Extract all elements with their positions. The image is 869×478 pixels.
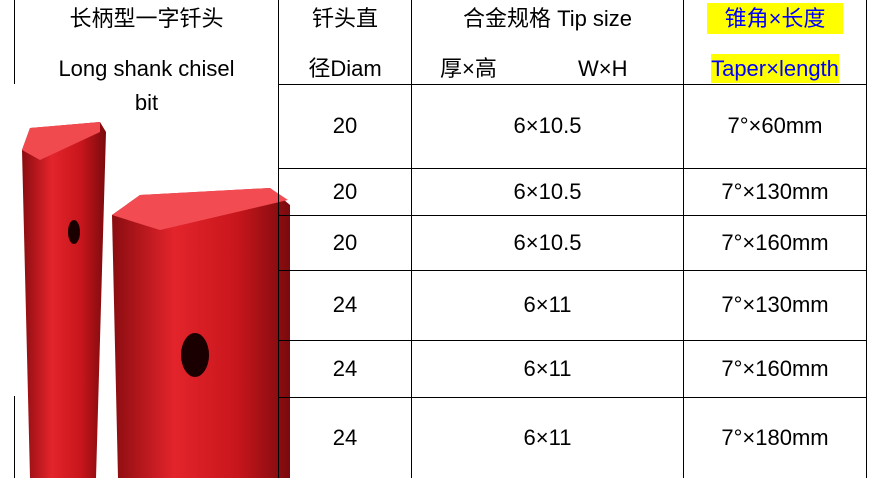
table-cell: 6×11 [523,292,572,317]
border [866,0,867,478]
table-cell: 7°×160mm [721,355,829,381]
border [278,270,867,271]
header-text: W×H [578,56,628,81]
table-cell: 7°×180mm [721,424,829,450]
table-cell: 7°×60mm [727,113,823,138]
header-text: 径Diam [308,56,382,81]
table-cell: 6×11 [523,424,572,450]
border [278,84,867,85]
header-text: Long shank chisel [58,56,235,81]
border [683,0,684,478]
table-cell: 7°×130mm [721,292,829,317]
table-cell: 7°×160mm [721,229,829,255]
border [14,0,15,84]
header-text: 锥角×长度 [706,3,844,34]
product-image [22,122,290,478]
table-cell: 20 [332,229,358,255]
table-cell: 6×11 [523,355,572,381]
table-cell: 24 [332,424,358,450]
border [278,215,867,216]
border [278,0,279,478]
border [411,0,412,478]
header-text: bit [134,90,159,115]
border [278,340,867,341]
header-text: 钎头直 [311,6,378,31]
header-text: 合金规格 Tip size [462,6,633,31]
header-text: 厚×高 [440,56,497,81]
border [278,397,867,398]
table-cell: 6×10.5 [513,229,582,255]
header-text: Taper×length [711,54,839,83]
border [14,396,15,478]
table-cell: 7°×130mm [721,178,829,204]
table-cell: 20 [332,178,358,204]
border [278,168,867,169]
table-cell: 24 [332,355,358,381]
table-cell: 20 [332,113,358,138]
table-cell: 24 [332,292,358,317]
header-text: 长柄型一字钎头 [69,6,224,31]
table-cell: 6×10.5 [513,113,582,138]
table-cell: 6×10.5 [513,178,582,204]
